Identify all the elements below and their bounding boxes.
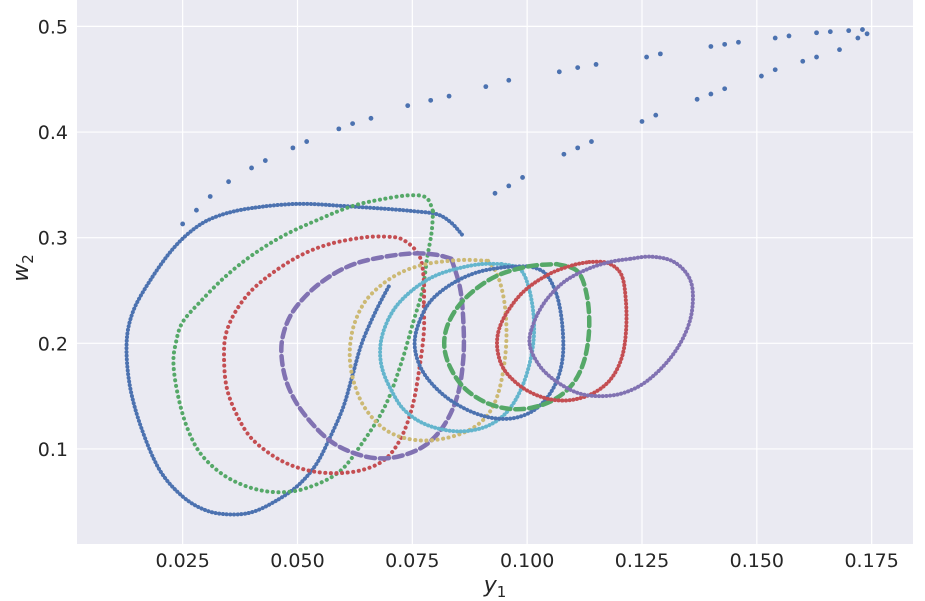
scatter-point <box>561 151 567 157</box>
scatter-point <box>304 139 310 144</box>
scatter-point <box>575 65 581 71</box>
scatter-point <box>855 35 861 41</box>
x-axis-label: y1 <box>483 573 507 601</box>
series-6 <box>412 264 566 421</box>
x-tick-label: 0.100 <box>500 550 554 572</box>
scatter-point <box>194 207 199 213</box>
series-curve <box>441 261 592 412</box>
scatter-point <box>428 97 434 103</box>
scatter-point <box>846 28 852 34</box>
scatter-point <box>759 73 764 79</box>
scatter-point <box>290 145 296 151</box>
series-9 <box>527 254 695 399</box>
series-curve <box>347 257 509 443</box>
series-1 <box>171 193 435 495</box>
scatter-point <box>772 67 778 73</box>
series-curve <box>279 251 467 461</box>
x-tick-label: 0.175 <box>844 550 898 572</box>
scatter-point <box>722 86 728 92</box>
x-tick-labels: 0.025 0.050 0.075 0.100 0.125 0.150 0.175 <box>155 550 898 572</box>
plot-background <box>77 0 913 544</box>
series-curve <box>222 234 427 476</box>
scatter-point <box>336 126 342 132</box>
series-layer <box>124 27 870 517</box>
series-2 <box>222 234 427 476</box>
scatter-point <box>262 158 268 163</box>
scatter-point <box>207 194 213 199</box>
x-tick-label: 0.125 <box>615 550 669 572</box>
scatter-point <box>446 93 452 99</box>
scatter-point <box>350 121 356 126</box>
scatter-point <box>827 29 833 35</box>
scatter-point <box>864 31 870 37</box>
scatter-point <box>639 119 645 124</box>
scatter-point <box>405 103 411 109</box>
scatter-point <box>736 39 741 45</box>
x-tick-label: 0.050 <box>270 550 324 572</box>
y-tick-label: 0.5 <box>38 16 68 38</box>
scatter-point <box>722 41 728 47</box>
series-8 <box>494 259 629 403</box>
scatter-point <box>694 96 700 102</box>
scatter-point <box>814 30 819 36</box>
scatter-point <box>483 84 489 90</box>
scatter-point <box>556 69 562 75</box>
scatter-point <box>589 139 594 144</box>
y-tick-label: 0.1 <box>38 439 68 461</box>
x-tick-label: 0.150 <box>730 550 784 572</box>
series-5 <box>378 261 537 434</box>
scatter-point <box>644 54 649 60</box>
scatter-point <box>575 145 581 151</box>
scatter-point <box>368 115 374 121</box>
scatter-point <box>249 165 254 171</box>
scatter-point <box>653 112 659 118</box>
series-curve <box>412 264 566 421</box>
y-tick-labels: 0.1 0.2 0.3 0.4 0.5 <box>38 16 68 461</box>
series-3 <box>279 251 467 461</box>
series-curve <box>378 261 537 434</box>
scatter-point <box>492 190 498 196</box>
scatter-point <box>226 179 231 185</box>
scatter-point <box>772 35 778 41</box>
scatter-point <box>814 54 819 60</box>
scatter-point <box>180 221 186 227</box>
y-tick-label: 0.3 <box>38 228 68 250</box>
x-tick-label: 0.075 <box>385 550 439 572</box>
series-4 <box>347 257 509 443</box>
series-7 <box>441 261 592 412</box>
scatter-point <box>657 51 663 57</box>
scatter-point <box>860 27 865 32</box>
scatter-point <box>800 58 806 64</box>
y-tick-label: 0.2 <box>38 333 68 355</box>
scatter-point <box>708 44 714 49</box>
series-curve <box>527 254 695 399</box>
scatter-point <box>506 77 512 83</box>
x-tick-label: 0.025 <box>155 550 209 572</box>
grid <box>77 0 913 544</box>
scatter-point <box>837 47 842 53</box>
series-curve <box>494 259 629 403</box>
scatter-point <box>786 33 792 39</box>
scatter-point <box>506 183 512 189</box>
y-tick-label: 0.4 <box>38 122 68 144</box>
scatter-point <box>520 175 525 180</box>
scatter-point <box>593 62 599 67</box>
scatter-point <box>708 91 714 97</box>
y-axis-label: w2 <box>9 254 37 282</box>
series-curve <box>171 193 435 495</box>
